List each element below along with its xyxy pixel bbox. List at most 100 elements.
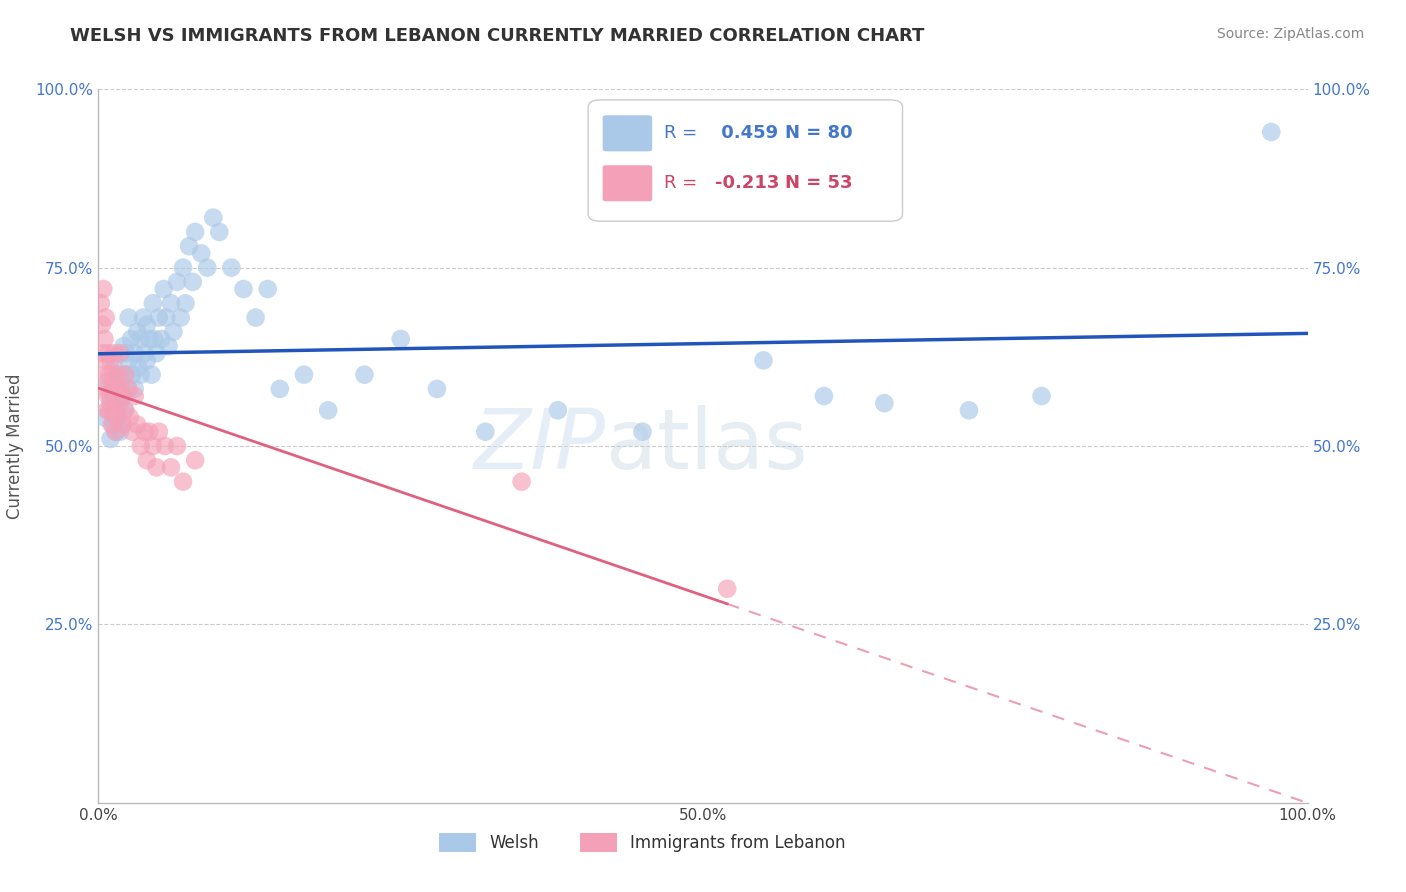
Point <box>160 460 183 475</box>
Text: atlas: atlas <box>606 406 808 486</box>
Point <box>94 310 117 325</box>
Point <box>124 346 146 360</box>
Point <box>103 396 125 410</box>
Point <box>108 396 131 410</box>
Point <box>142 439 165 453</box>
Point <box>124 389 146 403</box>
Point <box>98 368 121 382</box>
Point <box>184 453 207 467</box>
Text: N = 80: N = 80 <box>785 124 853 143</box>
Text: Source: ZipAtlas.com: Source: ZipAtlas.com <box>1216 27 1364 41</box>
FancyBboxPatch shape <box>603 165 652 202</box>
Point <box>127 360 149 375</box>
Point <box>107 410 129 425</box>
Point <box>117 382 139 396</box>
Point <box>118 410 141 425</box>
Point <box>873 396 896 410</box>
Point <box>141 368 163 382</box>
Point <box>108 382 131 396</box>
Text: 0.459: 0.459 <box>716 124 778 143</box>
Point <box>114 403 136 417</box>
Text: WELSH VS IMMIGRANTS FROM LEBANON CURRENTLY MARRIED CORRELATION CHART: WELSH VS IMMIGRANTS FROM LEBANON CURRENT… <box>70 27 925 45</box>
Point <box>190 246 212 260</box>
Point <box>148 425 170 439</box>
Point <box>143 332 166 346</box>
Point <box>152 282 174 296</box>
Point <box>157 339 180 353</box>
Point <box>135 353 157 368</box>
Point <box>105 368 128 382</box>
Point <box>813 389 835 403</box>
Point <box>221 260 243 275</box>
Point <box>105 382 128 396</box>
Point <box>111 389 134 403</box>
Point <box>145 460 167 475</box>
Point <box>97 389 120 403</box>
Point <box>474 425 496 439</box>
Point <box>93 368 115 382</box>
Point <box>103 353 125 368</box>
Point <box>169 310 191 325</box>
Point <box>353 368 375 382</box>
Point <box>129 332 152 346</box>
Point <box>127 417 149 432</box>
Point <box>104 403 127 417</box>
Point <box>98 403 121 417</box>
Point <box>100 432 122 446</box>
Point <box>108 346 131 360</box>
Point <box>134 425 156 439</box>
Point <box>129 368 152 382</box>
Point <box>166 439 188 453</box>
Point <box>114 368 136 382</box>
Point <box>120 332 142 346</box>
Point <box>202 211 225 225</box>
Point <box>107 382 129 396</box>
Point <box>105 410 128 425</box>
Point <box>547 403 569 417</box>
Point <box>127 325 149 339</box>
Legend: Welsh, Immigrants from Lebanon: Welsh, Immigrants from Lebanon <box>433 826 852 859</box>
Point <box>124 382 146 396</box>
Point <box>132 310 155 325</box>
Point <box>93 332 115 346</box>
Point <box>150 332 173 346</box>
Point <box>108 396 131 410</box>
Point <box>91 346 114 360</box>
Point <box>97 375 120 389</box>
Point <box>118 310 141 325</box>
Point <box>716 582 738 596</box>
Point <box>957 403 980 417</box>
Point <box>112 339 135 353</box>
Point <box>103 382 125 396</box>
Point <box>94 353 117 368</box>
Point <box>166 275 188 289</box>
Point <box>292 368 315 382</box>
Point <box>101 368 124 382</box>
Point <box>111 417 134 432</box>
Point <box>114 368 136 382</box>
Point <box>245 310 267 325</box>
Point <box>138 425 160 439</box>
Point <box>155 310 177 325</box>
Point <box>179 239 201 253</box>
Point <box>107 368 129 382</box>
Point <box>426 382 449 396</box>
Point <box>101 403 124 417</box>
Point <box>100 382 122 396</box>
Text: R =: R = <box>664 174 703 193</box>
Point <box>510 475 533 489</box>
Point <box>114 403 136 417</box>
Point <box>752 353 775 368</box>
Point <box>134 346 156 360</box>
Point <box>90 296 112 310</box>
Y-axis label: Currently Married: Currently Married <box>7 373 24 519</box>
Point <box>118 353 141 368</box>
Point <box>111 417 134 432</box>
Point <box>111 389 134 403</box>
Point <box>160 296 183 310</box>
Point <box>121 425 143 439</box>
Point <box>97 346 120 360</box>
Point <box>1260 125 1282 139</box>
Point <box>184 225 207 239</box>
Text: ZIP: ZIP <box>474 406 606 486</box>
